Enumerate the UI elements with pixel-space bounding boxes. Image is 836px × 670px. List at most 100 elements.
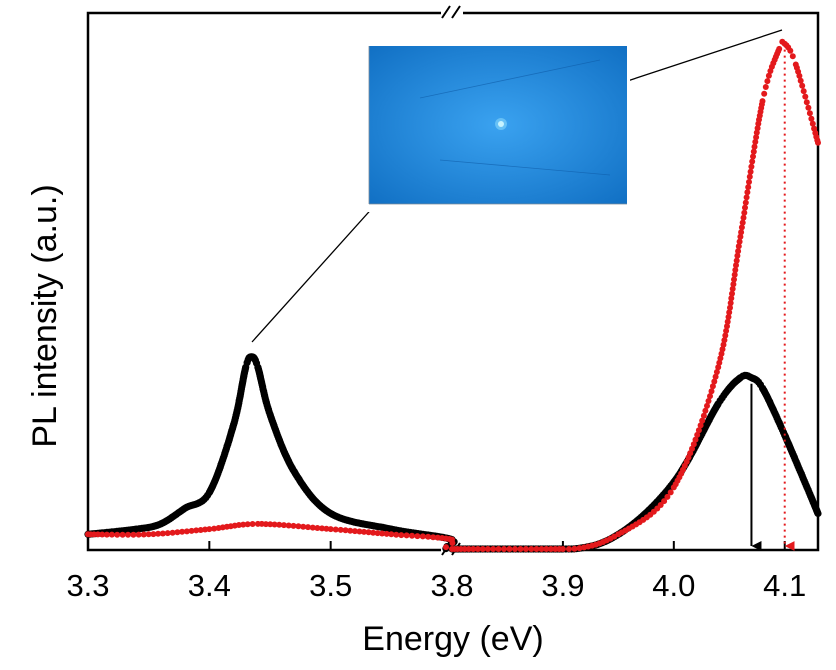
data-point bbox=[425, 533, 432, 540]
data-point bbox=[517, 546, 524, 552]
data-point bbox=[716, 359, 723, 366]
data-point bbox=[753, 134, 760, 141]
data-point bbox=[130, 531, 137, 538]
data-point bbox=[566, 546, 572, 552]
data-point bbox=[179, 528, 186, 535]
data-point bbox=[388, 531, 395, 538]
data-point bbox=[750, 148, 757, 155]
data-point bbox=[799, 82, 806, 89]
data-point bbox=[305, 524, 311, 531]
data-point bbox=[474, 546, 481, 552]
data-point bbox=[430, 534, 437, 541]
x-tick-label: 4.0 bbox=[652, 568, 695, 603]
data-point bbox=[512, 546, 518, 552]
data-point bbox=[309, 524, 316, 531]
series-1 bbox=[84, 353, 822, 553]
x-axis-ticks bbox=[87, 541, 786, 550]
data-point bbox=[571, 545, 578, 552]
data-point bbox=[713, 369, 720, 375]
data-point bbox=[765, 72, 772, 79]
data-point bbox=[155, 530, 162, 537]
data-point bbox=[657, 502, 664, 508]
data-point bbox=[361, 528, 367, 535]
data-point bbox=[697, 422, 704, 429]
data-point bbox=[729, 285, 736, 292]
data-point bbox=[490, 546, 497, 552]
data-point bbox=[449, 540, 456, 546]
axis-break-top bbox=[441, 5, 463, 19]
data-point bbox=[723, 327, 730, 334]
data-point bbox=[805, 104, 812, 111]
data-point bbox=[711, 378, 718, 385]
data-point bbox=[750, 153, 756, 160]
data-point bbox=[280, 522, 287, 529]
data-point bbox=[707, 393, 713, 400]
data-point bbox=[751, 143, 758, 150]
data-point bbox=[735, 243, 742, 250]
data-point bbox=[719, 346, 726, 353]
data-point bbox=[731, 271, 738, 278]
data-point bbox=[815, 139, 821, 146]
data-point bbox=[739, 219, 746, 226]
data-point bbox=[727, 304, 733, 311]
x-axis-title: Energy (eV) bbox=[362, 620, 543, 658]
data-point bbox=[715, 364, 722, 371]
data-point bbox=[174, 529, 181, 536]
data-point bbox=[114, 531, 121, 538]
data-point bbox=[732, 267, 739, 273]
data-point bbox=[761, 90, 768, 97]
data-point bbox=[249, 521, 256, 527]
x-tick-label: 4.1 bbox=[763, 568, 806, 603]
data-point bbox=[443, 544, 449, 551]
data-point bbox=[796, 72, 803, 79]
peak-arrows bbox=[750, 49, 795, 551]
data-point bbox=[262, 521, 269, 528]
data-point bbox=[103, 531, 110, 538]
data-point bbox=[383, 530, 390, 537]
data-point bbox=[726, 309, 733, 316]
data-point bbox=[814, 509, 822, 518]
data-point bbox=[708, 388, 715, 395]
data-point bbox=[495, 546, 502, 552]
x-tick-label: 3.8 bbox=[430, 568, 473, 603]
data-point bbox=[705, 398, 712, 404]
data-point bbox=[695, 427, 702, 434]
data-point bbox=[699, 417, 706, 424]
data-point bbox=[800, 88, 807, 95]
data-point bbox=[414, 533, 421, 540]
data-point bbox=[787, 47, 794, 54]
data-point bbox=[738, 229, 745, 236]
data-point bbox=[501, 546, 507, 552]
data-point bbox=[342, 527, 349, 534]
data-point bbox=[271, 521, 278, 528]
data-point bbox=[235, 522, 242, 528]
data-point bbox=[803, 99, 810, 106]
data-point bbox=[419, 533, 426, 540]
data-point bbox=[434, 534, 441, 541]
data-point bbox=[728, 295, 735, 302]
data-point bbox=[169, 529, 176, 536]
data-point bbox=[164, 530, 171, 537]
data-point bbox=[547, 546, 554, 552]
data-point bbox=[733, 257, 740, 264]
data-point bbox=[327, 526, 334, 533]
data-point bbox=[538, 546, 545, 552]
data-point bbox=[285, 522, 292, 529]
data-point bbox=[694, 431, 701, 438]
data-point bbox=[725, 314, 732, 320]
data-point bbox=[188, 527, 195, 534]
data-point bbox=[461, 546, 468, 552]
data-point bbox=[744, 189, 751, 196]
data-point bbox=[717, 355, 724, 362]
data-point bbox=[290, 522, 297, 529]
data-point bbox=[802, 93, 809, 100]
data-point bbox=[797, 77, 804, 84]
data-point bbox=[741, 209, 748, 216]
data-point bbox=[718, 350, 725, 357]
data-point bbox=[722, 332, 729, 339]
data-point bbox=[748, 163, 755, 170]
data-point bbox=[742, 204, 748, 211]
data-point bbox=[470, 546, 477, 552]
data-point bbox=[746, 173, 753, 180]
